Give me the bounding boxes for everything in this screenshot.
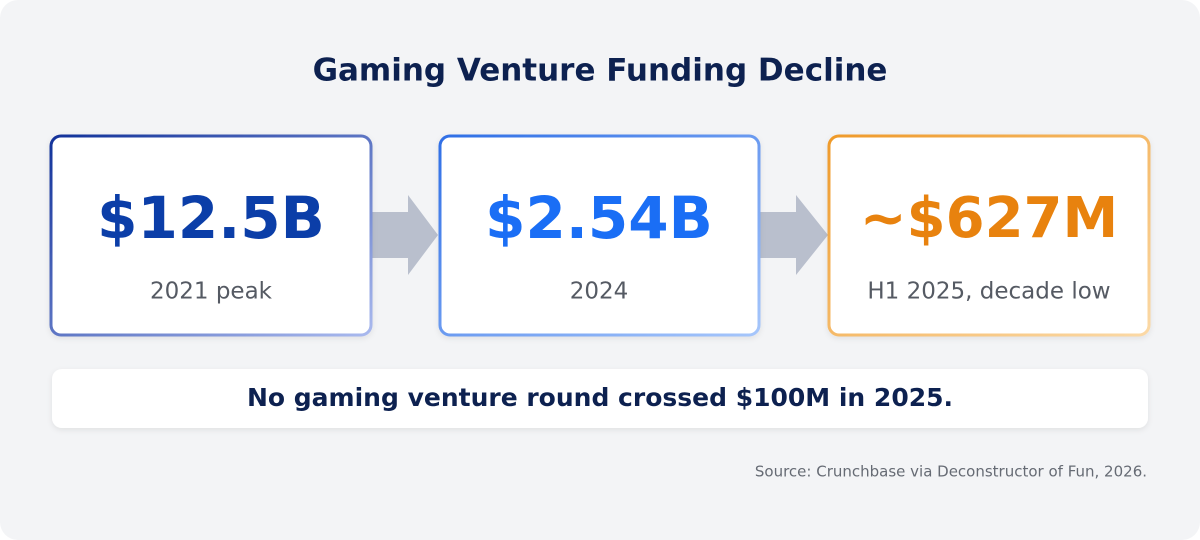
stat-value: $2.54B — [485, 184, 713, 252]
note-box — [52, 369, 1148, 428]
stat-card — [438, 134, 761, 337]
stat-label: 2021 peak — [150, 279, 273, 305]
stat-value: $12.5B — [97, 184, 325, 252]
stat-card — [827, 134, 1151, 337]
note: No gaming venture round crossed $100M in… — [247, 383, 953, 412]
stat-card — [49, 134, 373, 337]
arrow — [760, 195, 828, 275]
stat-label: 2024 — [570, 279, 629, 305]
stat-value: ~$627M — [860, 186, 1119, 251]
source: Source: Crunchbase via Deconstructor of … — [755, 463, 1147, 481]
stat-label: H1 2025, decade low — [867, 279, 1110, 305]
arrow — [372, 195, 438, 275]
title: Gaming Venture Funding Decline — [313, 53, 888, 89]
